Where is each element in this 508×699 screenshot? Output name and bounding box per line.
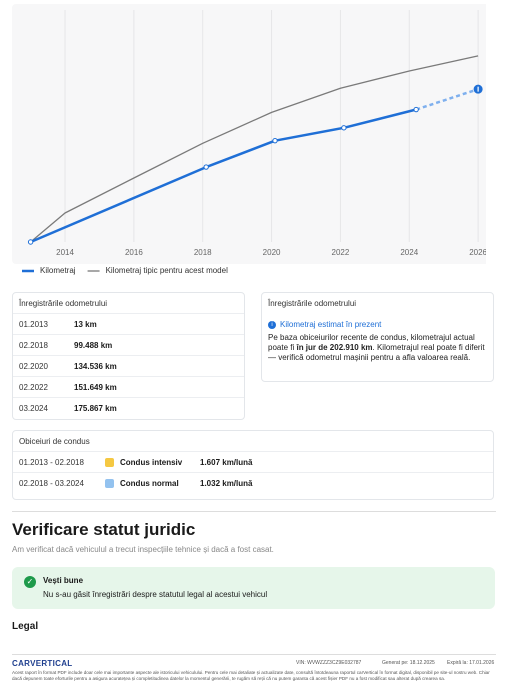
plot-background (12, 4, 486, 264)
table-row: 02.2018 - 03.2024 Condus normal 1.032 km/l… (13, 472, 493, 493)
date: 01.2013 (19, 319, 48, 329)
swatch (105, 457, 114, 467)
footer-disclaimer: Acest raport în format PDF include doar … (12, 670, 490, 681)
x-tick-label: 2026 (469, 248, 486, 257)
date: 03.2024 (19, 403, 48, 413)
conditions-table: 01.2013 - 02.2018 Condus intensiv 1.607 km… (13, 451, 493, 493)
estimate-icon (477, 86, 479, 92)
good-news-box: ✓ Vești bune Nu s-au găsit înregistrări … (12, 567, 495, 609)
legend-label: Kilometraj tipic pentru acest model (106, 266, 229, 275)
divider (12, 511, 496, 512)
odometer-table: 01.2013 13 km 02.2018 99.488 km 02.2020 134.5… (13, 313, 244, 418)
legend-label: Kilometraj (40, 266, 76, 275)
check-icon: ✓ (24, 576, 36, 588)
estimate-link: i Kilometraj estimat în prezent (268, 320, 487, 329)
period: 01.2013 - 02.2018 (19, 457, 84, 467)
chart-card: 2014 2016 2018 2020 2022 2024 2026 Kilometraj Ki… (8, 4, 486, 288)
data-point (341, 125, 347, 131)
estimate-line (415, 88, 479, 111)
section-title: Verificare statut juridic (12, 520, 196, 539)
swatch (105, 478, 114, 488)
conditions-card: Obiceiuri de condus 01.2013 - 02.2018 Con… (12, 430, 494, 500)
data-point (272, 137, 278, 144)
text: Pe baza obiceiurilor recente de condus, … (268, 333, 475, 352)
x-tick-label: 2022 (332, 248, 350, 257)
card-title: Înregistrările odometrului (268, 299, 357, 308)
period: 02.2018 - 03.2024 (19, 478, 84, 488)
style: Condus intensiv (120, 457, 183, 467)
mileage: 99.488 km (74, 340, 113, 350)
footer-generated: Generat pe: 18.12.2025 (382, 660, 435, 666)
series-line (30, 55, 479, 243)
text: . Kilometrajul real poate fi diferit — v… (268, 343, 485, 362)
table-row: 02.2018 99.488 km (13, 334, 244, 355)
chart: 2014 2016 2018 2020 2022 2024 2026 Kilometraj Ki… (12, 4, 486, 275)
footer-logo: CARVERTICAL (12, 659, 73, 668)
data-point (413, 106, 419, 113)
mileage: 151.649 km (74, 382, 117, 392)
card-title: Obiceiuri de condus (19, 437, 90, 446)
date: 02.2020 (19, 361, 48, 371)
table-row: 02.2022 151.649 km (13, 376, 244, 397)
x-tick-label: 2018 (194, 248, 212, 257)
odometer-card: Înregistrările odometrului 01.2013 13 km 0… (12, 292, 245, 420)
table-row: 01.2013 - 02.2018 Condus intensiv 1.607 km… (13, 451, 493, 472)
legal-heading: Legal (12, 621, 39, 632)
rate: 1.032 km/lună (200, 478, 253, 488)
box-title: Vești bune (43, 576, 84, 585)
box-text: Nu s-au găsit înregistrări despre statut… (43, 590, 268, 599)
footer-expires: Expiră la: 17.01.2026 (447, 660, 495, 666)
mileage: 13 km (74, 319, 97, 329)
rate: 1.607 km/lună (200, 457, 253, 467)
x-tick-label: 2024 (400, 248, 418, 257)
style: Condus normal (120, 478, 179, 488)
date: 02.2022 (19, 382, 48, 392)
x-tick-label: 2014 (56, 248, 74, 257)
text-bold: în jur de 202.910 km (296, 343, 373, 352)
table-row: 02.2020 134.536 km (13, 355, 244, 376)
table-row: 03.2024 175.867 km (13, 397, 244, 418)
section-subtitle: Am verificat dacă vehiculul a trecut ins… (12, 545, 274, 554)
estimate-card: Înregistrările odometrului i Kilometraj … (261, 292, 494, 382)
footer-divider (12, 654, 496, 655)
data-point (203, 164, 209, 170)
card-title: Înregistrările odometrului (19, 299, 108, 308)
x-tick-label: 2020 (263, 248, 281, 257)
x-tick-label: 2016 (125, 248, 143, 257)
date: 02.2018 (19, 340, 48, 350)
footer-vin: VIN: WVWZZZ3CZ9E032787 (296, 660, 362, 666)
data-point (27, 239, 34, 245)
link-text[interactable]: Kilometraj estimat în prezent (280, 320, 382, 329)
estimate-text: Pe baza obiceiurilor recente de condus, … (268, 333, 487, 363)
table-row: 01.2013 13 km (13, 313, 244, 334)
mileage: 175.867 km (74, 403, 117, 413)
mileage: 134.536 km (74, 361, 117, 371)
info-icon: i (268, 320, 276, 329)
